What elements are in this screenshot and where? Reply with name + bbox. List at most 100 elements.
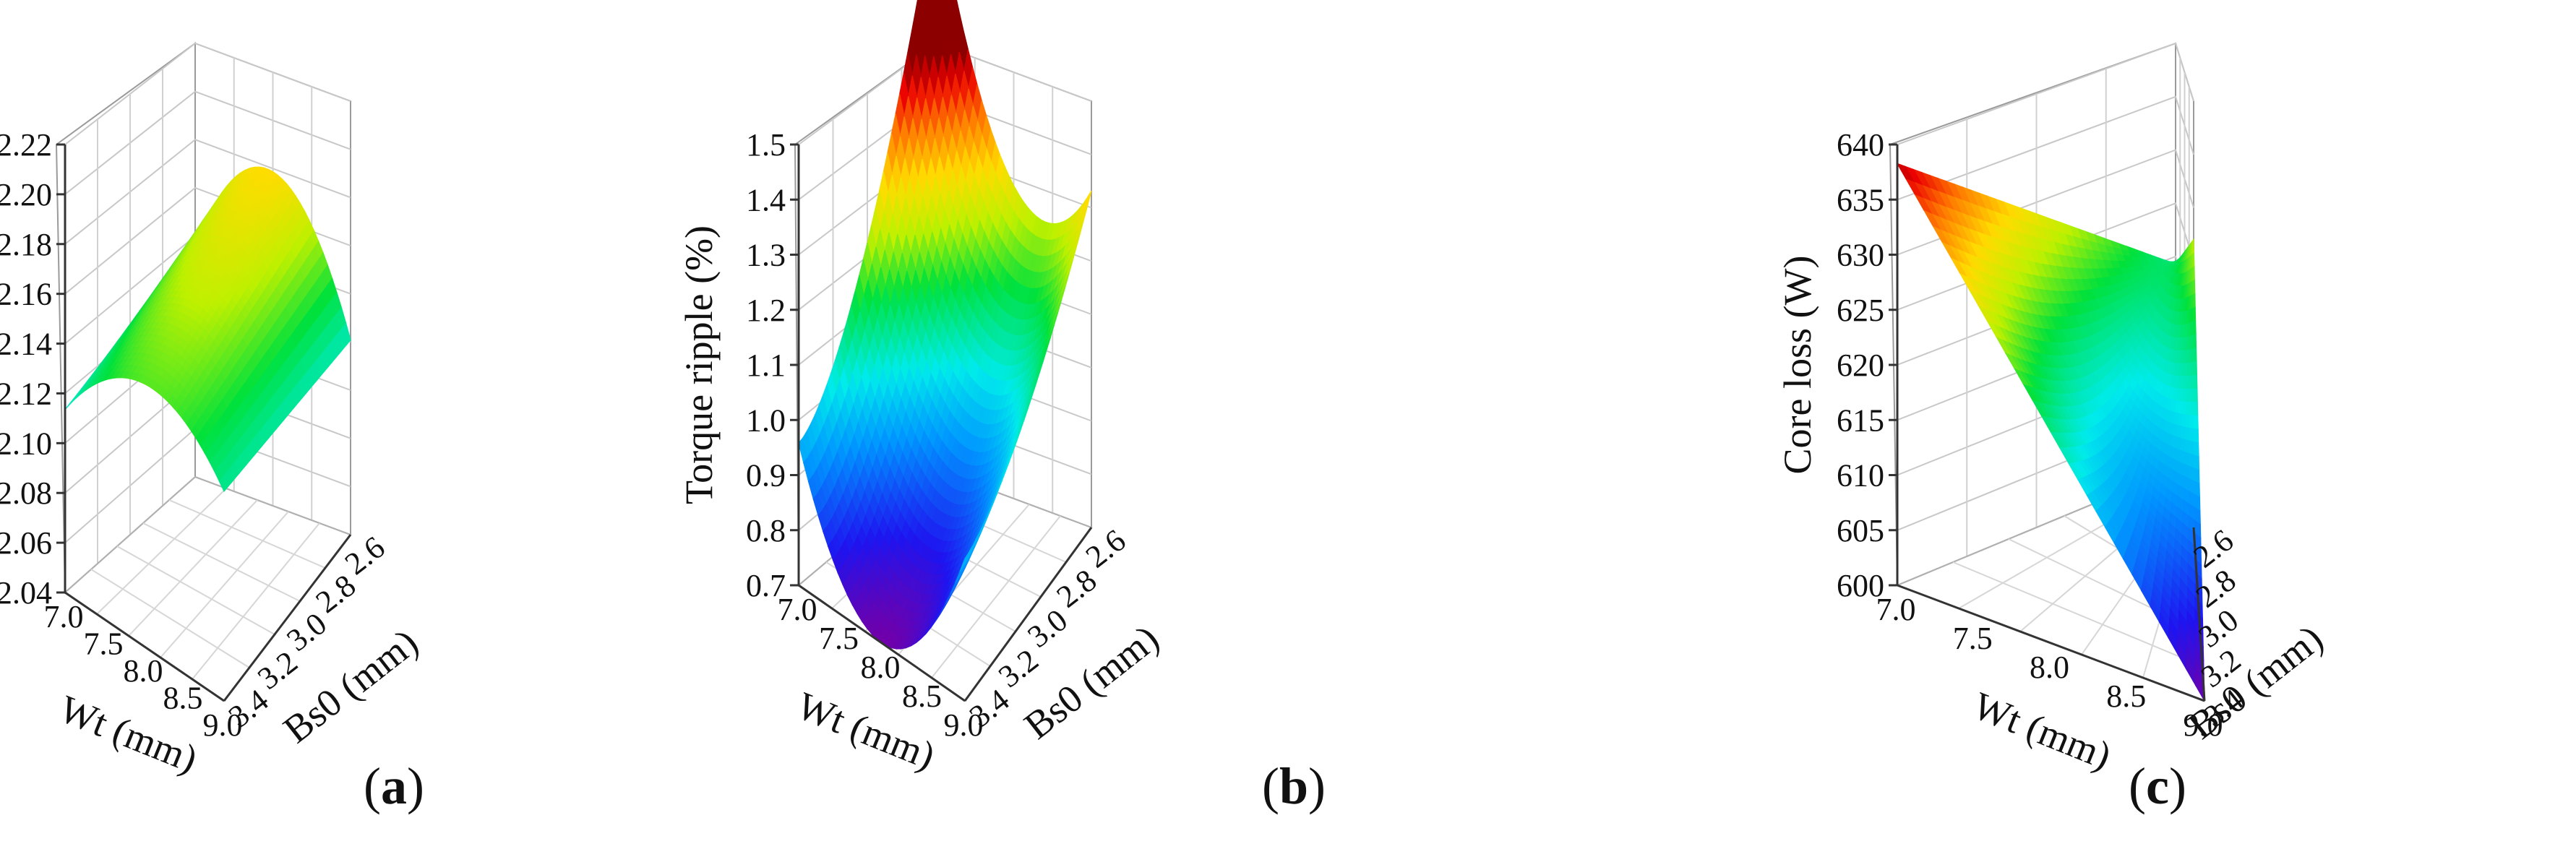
y-tick-label: 2.6: [1079, 522, 1133, 574]
surface-cell: [2189, 402, 2195, 416]
y-tick-label: 3.0: [1021, 602, 1074, 654]
surface-cell: [2189, 415, 2195, 430]
panel-label: (a): [364, 757, 424, 815]
x-tick-label: 7.0: [778, 592, 817, 627]
axis-lines: [64, 145, 352, 702]
z-tick-label: 605: [1837, 513, 1884, 548]
z-tick-label: 630: [1837, 238, 1884, 273]
z-gridline: [64, 90, 351, 195]
y-tick-label: 2.6: [338, 530, 392, 582]
z-tick-label: 2.12: [0, 376, 52, 411]
x-tick-label: 7.5: [1953, 621, 1993, 656]
surface-cell: [2193, 428, 2199, 444]
z-tick-label: 1.4: [746, 182, 786, 217]
z-tick-labels: 0.7 0.8 0.9 1.0 1.1 1.2 1.3 1.4 1.5: [746, 127, 799, 603]
z-tick-label: 640: [1837, 127, 1884, 163]
surface-cell: [218, 475, 228, 493]
x-tick-label: 8.5: [2106, 678, 2146, 714]
x-tick-labels: 7.07.58.08.59.0: [44, 599, 243, 743]
x-tick-label: 7.5: [84, 626, 124, 662]
z-tick-label: 2.10: [0, 426, 52, 461]
panel-label: (c): [2129, 757, 2186, 815]
floor-gridline: [160, 511, 289, 658]
z-tick-label: 1.5: [746, 127, 786, 163]
x-tick-label: 8.0: [2030, 650, 2069, 685]
z-tick-label: 1.3: [746, 238, 786, 273]
floor-gridline: [90, 569, 250, 668]
surface-cell: [2186, 401, 2191, 416]
surface-cell: [2185, 426, 2191, 442]
z-tick-labels: 2.04 2.06 2.08 2.10 2.12 2.14 2.16 2.18 2.20 2.22: [0, 127, 65, 611]
surface: [64, 166, 351, 493]
surface-cell: [959, 552, 969, 572]
z-tick-label: 2.06: [0, 525, 52, 561]
x-tick-label: 8.5: [902, 678, 942, 714]
surface-cell: [2193, 361, 2198, 376]
z-tick-label: 1.2: [746, 293, 786, 328]
z-tick-label: 0.8: [746, 513, 786, 548]
surface-cell: [2189, 427, 2195, 443]
floor-gridline: [192, 522, 320, 680]
surface-cell: [2185, 414, 2191, 429]
x-tick-label: 7.0: [1876, 592, 1916, 627]
surface-cell: [2193, 320, 2197, 336]
panel-label: (b): [1262, 757, 1326, 815]
surface: [1896, 163, 2205, 702]
y-axis-line: [2192, 527, 2206, 702]
surface-cell: [2193, 415, 2199, 431]
floor-gridline: [96, 488, 227, 615]
x-tick-label: 8.5: [163, 681, 203, 716]
surface-cell: [2189, 388, 2195, 403]
surface-cell: [2192, 293, 2196, 309]
z-tick-label: 0.9: [746, 458, 786, 494]
z-gridline: [64, 42, 351, 145]
surface-cell: [2193, 279, 2196, 296]
surface-cell: [2193, 374, 2198, 389]
z-tick-label: 635: [1837, 182, 1884, 217]
panel-c: 600 605 610 615 620 625 630 635 640 7.0 7.5 8.0 8.5 9…: [1776, 42, 2331, 815]
x-axis-label: Wt (mm): [1967, 684, 2117, 777]
y-tick-label: 2.8: [1050, 562, 1104, 614]
floor-gridline: [931, 515, 1061, 678]
z-tick-label: 2.20: [0, 177, 52, 212]
surface-cell: [2193, 347, 2197, 363]
z-axis-label: Torque ripple (%): [677, 225, 721, 504]
y-axis-line: [223, 534, 352, 702]
z-gridline: [64, 139, 351, 245]
floor-gridline: [1952, 561, 2203, 667]
surface-cell: [2193, 306, 2197, 323]
x-tick-label: 9.0: [203, 707, 243, 743]
surface-cell: [2184, 439, 2191, 454]
z-tick-label: 615: [1837, 402, 1884, 438]
y-axis-line: [963, 527, 1093, 702]
x-axis-line: [798, 584, 966, 702]
surface-cell: [2192, 251, 2195, 269]
surface-cell: [2189, 440, 2195, 456]
x-tick-label: 7.0: [44, 599, 84, 634]
x-axis-line: [64, 591, 225, 702]
floor-gridline: [142, 522, 301, 602]
panel-b: 0.7 0.8 0.9 1.0 1.1 1.2 1.3 1.4 1.5 7.07.58.08.59…: [677, 0, 1326, 815]
z-tick-label: 2.18: [0, 227, 52, 262]
z-gridline: [1897, 42, 2194, 145]
x-tick-label: 9.0: [2184, 707, 2223, 743]
surface-cell: [2192, 265, 2195, 282]
z-axis-label: Core loss (W): [1776, 256, 1819, 475]
floor-gridline: [116, 546, 275, 635]
surface-cell: [2189, 453, 2195, 470]
surface-cell: [2193, 402, 2199, 417]
z-tick-label: 2.22: [0, 127, 52, 163]
surface-cell: [2193, 388, 2198, 403]
x-tick-label: 7.5: [819, 621, 859, 656]
z-tick-label: 2.08: [0, 475, 52, 511]
surface-cell: [2192, 238, 2195, 255]
z-tick-label: 2.16: [0, 277, 52, 312]
z-tick-label: 625: [1837, 293, 1884, 328]
surface-cell: [2194, 441, 2199, 457]
surface: [798, 0, 1092, 650]
z-tick-label: 2.04: [0, 575, 52, 611]
x-tick-label: 8.0: [861, 650, 901, 685]
z-tick-label: 0.7: [746, 568, 786, 603]
x-tick-labels: 7.07.58.08.59.0: [778, 592, 984, 743]
